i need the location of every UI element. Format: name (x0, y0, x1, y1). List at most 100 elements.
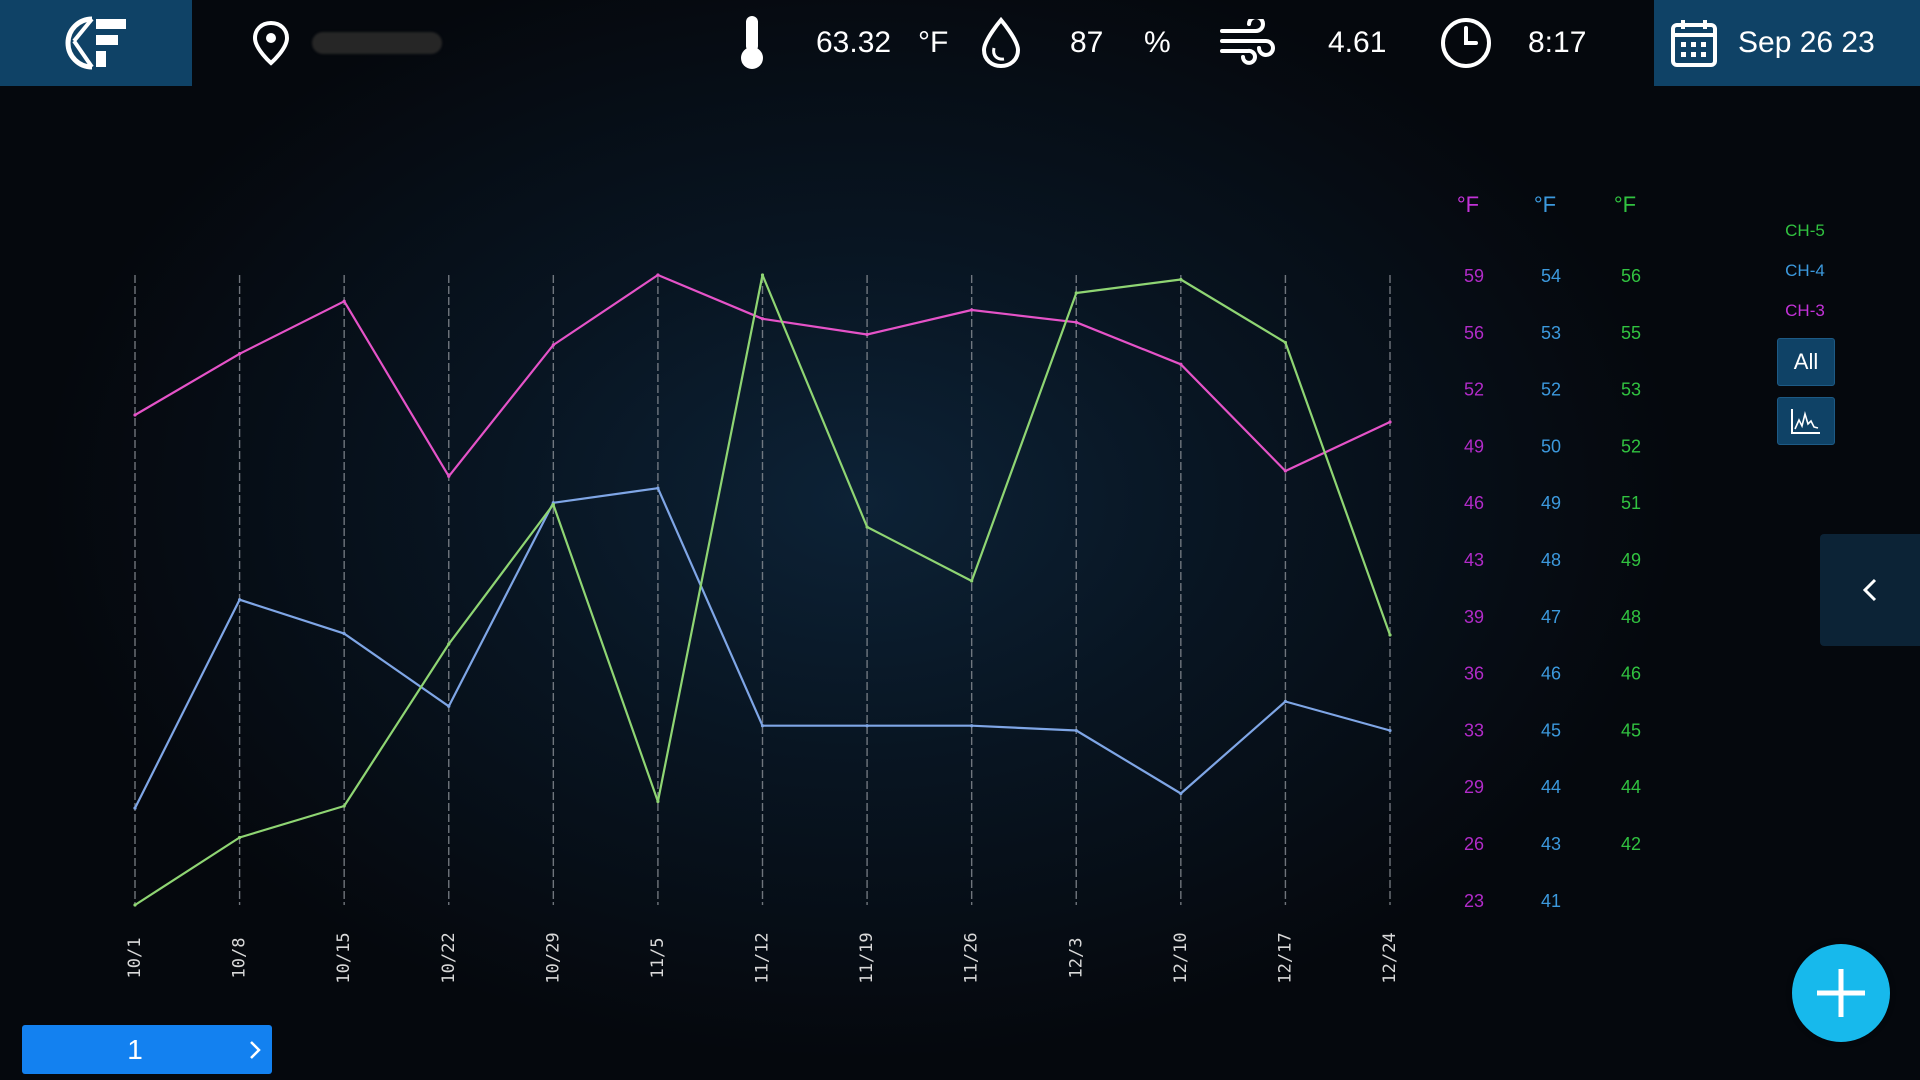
date-picker[interactable]: Sep 26 23 (1654, 0, 1920, 86)
y-tick-label-ch4: 41 (1541, 891, 1561, 911)
y-tick-label-ch4: 45 (1541, 720, 1561, 740)
brand-logo-icon (65, 16, 126, 70)
y-tick-label-ch4: 46 (1541, 664, 1561, 684)
data-point-ch-5 (1179, 277, 1183, 282)
legend-ch5[interactable]: CH-5 (1785, 221, 1825, 240)
chart-view-button[interactable] (1777, 397, 1835, 445)
data-point-ch-5 (237, 835, 242, 840)
y-tick-label-ch3: 59 (1464, 266, 1484, 286)
line-chart-icon (1791, 409, 1820, 434)
x-tick-label: 10/29 (543, 932, 563, 983)
y-tick-label-ch4: 44 (1541, 777, 1561, 797)
y-tick-label-ch5: 42 (1621, 834, 1641, 854)
y-tick-label-ch5: 51 (1621, 493, 1641, 513)
data-point-ch-5 (760, 273, 765, 277)
y-tick-label-ch5: 53 (1621, 380, 1641, 400)
x-tick-label: 10/22 (439, 932, 459, 983)
show-all-button[interactable]: All (1777, 338, 1835, 386)
data-point-ch-3 (970, 308, 974, 312)
data-point-ch-3 (342, 299, 346, 303)
x-tick-label: 12/3 (1066, 938, 1086, 979)
data-point-ch-5 (1388, 633, 1392, 637)
temperature-unit: °F (918, 26, 949, 59)
data-point-ch-5 (656, 799, 660, 804)
page-selector[interactable]: 1 (22, 1025, 272, 1074)
data-point-ch-5 (865, 525, 869, 529)
data-point-ch-3 (1388, 420, 1392, 424)
y-tick-label-ch5: 56 (1621, 266, 1641, 286)
data-point-ch-3 (551, 343, 555, 347)
y-tick-label-ch3: 43 (1464, 550, 1484, 570)
y-tick-label-ch4: 53 (1541, 323, 1561, 343)
top-bar: 63.32 °F 87 % 4.61 (0, 0, 1920, 86)
page-number: 1 (127, 1033, 143, 1065)
x-tick-label: 12/24 (1380, 932, 1400, 983)
x-tick-label: 11/19 (857, 932, 877, 983)
y-tick-label-ch5: 48 (1621, 607, 1641, 627)
data-point-ch-5 (1074, 291, 1078, 295)
y-tick-label-ch4: 47 (1541, 607, 1561, 627)
calendar-icon (1671, 20, 1717, 67)
x-tick-label: 11/26 (962, 932, 982, 983)
x-tick-label: 12/10 (1171, 932, 1191, 983)
data-point-ch-3 (133, 413, 137, 417)
x-tick-label: 10/15 (334, 932, 354, 983)
y-tick-label-ch3: 52 (1464, 380, 1484, 400)
data-point-ch-4 (656, 486, 660, 490)
data-point-ch-5 (342, 804, 346, 808)
legend-ch3[interactable]: CH-3 (1785, 301, 1825, 320)
data-point-ch-3 (1074, 320, 1078, 324)
add-button[interactable] (1792, 944, 1890, 1042)
x-tick-label: 11/12 (753, 932, 773, 983)
y-tick-label-ch3: 46 (1464, 493, 1484, 513)
data-point-ch-4 (1283, 699, 1288, 704)
data-point-ch-5 (1283, 340, 1288, 345)
x-tick-label: 10/8 (230, 938, 250, 979)
location-name-redacted[interactable] (312, 32, 442, 54)
app-logo[interactable] (0, 0, 192, 86)
temperature-value: 63.32 (816, 26, 892, 59)
data-point-ch-4 (342, 632, 346, 636)
chevron-right-icon[interactable] (248, 1039, 262, 1061)
humidity-unit: % (1144, 26, 1171, 59)
y-tick-label-ch3: 36 (1464, 664, 1484, 684)
y-tick-label-ch3: 56 (1464, 323, 1484, 343)
data-point-ch-5 (970, 579, 974, 583)
wind-icon (1218, 0, 1278, 86)
time-value: 8:17 (1528, 26, 1587, 59)
collapse-panel-button[interactable] (1820, 534, 1920, 646)
y-tick-label-ch5: 55 (1621, 323, 1641, 343)
y-tick-label-ch3: 29 (1464, 777, 1484, 797)
droplet-icon (978, 0, 1024, 86)
y-axis-unit-ch5: °F (1614, 192, 1636, 217)
y-tick-label-ch3: 49 (1464, 436, 1484, 456)
data-point-ch-5 (447, 642, 451, 646)
legend-ch4[interactable]: CH-4 (1785, 261, 1825, 280)
x-tick-label: 12/17 (1275, 932, 1295, 983)
y-tick-label-ch3: 23 (1464, 891, 1484, 911)
data-point-ch-3 (447, 474, 451, 478)
y-axis-unit-ch4: °F (1534, 192, 1556, 217)
location-pin-icon[interactable] (250, 0, 292, 86)
y-tick-label-ch5: 49 (1621, 550, 1641, 570)
data-point-ch-4 (1388, 728, 1392, 733)
data-point-ch-3 (1179, 362, 1183, 366)
plus-icon (1817, 969, 1865, 1017)
y-tick-label-ch4: 48 (1541, 550, 1561, 570)
y-tick-label-ch3: 26 (1464, 834, 1484, 854)
data-point-ch-3 (865, 332, 869, 337)
data-point-ch-4 (1074, 728, 1078, 733)
data-point-ch-4 (970, 724, 974, 728)
thermometer-icon (734, 0, 770, 86)
wind-value: 4.61 (1328, 26, 1387, 59)
y-tick-label-ch4: 49 (1541, 493, 1561, 513)
data-point-ch-3 (1283, 469, 1288, 473)
y-tick-label-ch5: 52 (1621, 436, 1641, 456)
data-point-ch-4 (865, 724, 869, 728)
humidity-value: 87 (1070, 26, 1104, 59)
data-point-ch-3 (760, 317, 765, 321)
y-tick-label-ch3: 33 (1464, 720, 1484, 740)
x-tick-label: 11/5 (648, 938, 668, 979)
